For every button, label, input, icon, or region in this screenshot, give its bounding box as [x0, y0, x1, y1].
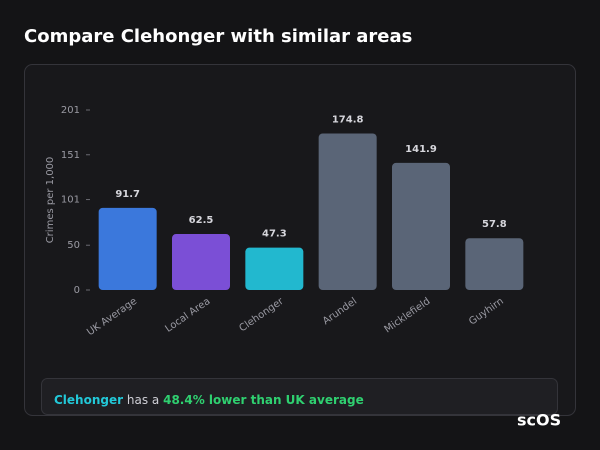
y-tick-label: 0	[74, 285, 80, 296]
summary-highlight: 48.4% lower than UK average	[163, 393, 364, 407]
summary-middle: has a	[127, 393, 159, 407]
y-axis-label: Crimes per 1,000	[45, 157, 56, 244]
value-label: 62.5	[189, 215, 214, 226]
summary-text: Clehonger has a 48.4% lower than UK aver…	[54, 393, 364, 407]
bar	[98, 207, 157, 290]
y-tick-label: 50	[67, 240, 80, 251]
bar	[465, 238, 524, 290]
value-label: 174.8	[332, 114, 364, 125]
value-label: 141.9	[405, 144, 437, 155]
value-label: 57.8	[482, 219, 507, 230]
y-tick-label: 201	[61, 105, 80, 116]
value-label: 91.7	[115, 189, 140, 200]
chart-title: Compare Clehonger with similar areas	[24, 26, 412, 47]
bar	[318, 133, 377, 290]
card	[24, 64, 576, 416]
y-tick-label: 101	[61, 195, 80, 206]
logo: scOS	[517, 411, 561, 430]
summary-area: Clehonger	[54, 393, 123, 407]
bar	[245, 247, 304, 290]
y-tick-label: 151	[61, 150, 80, 161]
value-label: 47.3	[262, 229, 287, 240]
bar	[172, 234, 230, 290]
bar	[392, 162, 450, 290]
summary-box	[41, 378, 558, 415]
